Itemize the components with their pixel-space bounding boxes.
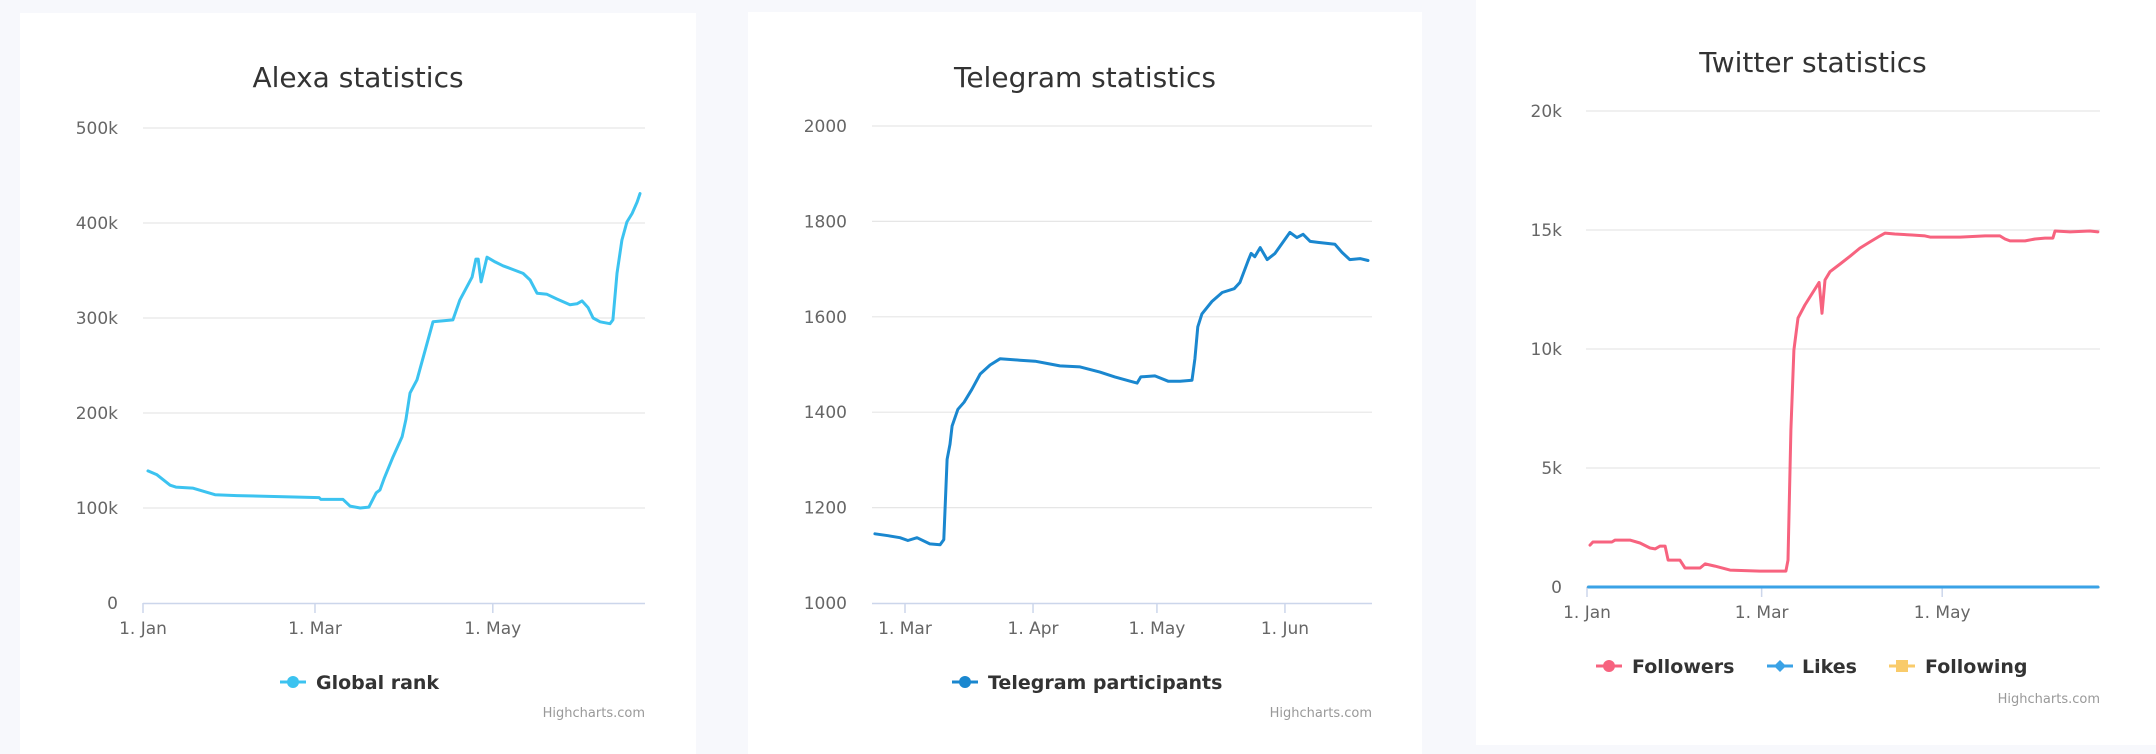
y-tick-label: 5k	[1541, 459, 1562, 479]
legend-item-telegram-participants[interactable]: Telegram participants	[988, 672, 1222, 694]
highcharts-credit[interactable]: Highcharts.com	[543, 706, 645, 721]
y-tick-label: 400k	[76, 214, 118, 234]
series-lines	[1587, 229, 2100, 589]
x-tick-label: 1. Apr	[1008, 619, 1059, 639]
chart-title: Twitter statistics	[1698, 46, 1927, 79]
y-tick-label: 500k	[76, 119, 118, 139]
legend-item-followers[interactable]: Followers	[1632, 656, 1734, 678]
legend[interactable]: Global rank	[280, 672, 439, 694]
legend-symbol-marker	[959, 676, 971, 688]
y-tick-label: 1200	[804, 499, 847, 519]
highcharts-credit[interactable]: Highcharts.com	[1270, 706, 1372, 721]
telegram-chart: Telegram statistics 1000 1200 1400 1600 1800…	[804, 61, 1372, 721]
series-line-telegram-participants[interactable]	[873, 230, 1370, 547]
series-lines	[873, 230, 1370, 547]
x-tick-label: 1. Jan	[1563, 603, 1611, 623]
y-tick-label: 1400	[804, 403, 847, 423]
y-axis-labels: 0 5k 10k 15k 20k	[1531, 102, 1563, 598]
y-tick-label: 1000	[804, 594, 847, 614]
legend-symbol-marker	[1774, 660, 1786, 672]
legend-symbol-marker	[287, 676, 299, 688]
y-tick-label: 1800	[804, 212, 847, 232]
series-line-global-rank[interactable]	[146, 192, 642, 510]
y-tick-label: 1600	[804, 308, 847, 328]
series-line-followers[interactable]	[1588, 229, 2100, 573]
x-tick-label: 1. Mar	[878, 619, 932, 639]
twitter-chart-panel	[1476, 0, 2156, 745]
x-tick-label: 1. Mar	[288, 619, 342, 639]
legend-item-following[interactable]: Following	[1925, 656, 2028, 678]
y-tick-label: 0	[107, 594, 118, 614]
y-tick-label: 2000	[804, 117, 847, 137]
x-axis: 1. Jan 1. Mar 1. May	[119, 602, 645, 639]
x-tick-label: 1. May	[464, 619, 521, 639]
x-tick-label: 1. May	[1129, 619, 1186, 639]
chart-title: Telegram statistics	[953, 61, 1216, 94]
legend-item-likes[interactable]: Likes	[1802, 656, 1857, 678]
legend-symbol-marker	[1896, 660, 1908, 672]
x-tick-label: 1. Mar	[1735, 603, 1789, 623]
telegram-chart-panel	[748, 12, 1422, 754]
x-tick-label: 1. May	[1914, 603, 1971, 623]
legend-symbol-marker	[1603, 660, 1615, 672]
legend[interactable]: Followers Likes Following	[1596, 656, 2028, 678]
alexa-chart: Alexa statistics 0 100k 200k 300k 400k 500k 1…	[76, 61, 645, 721]
y-tick-label: 10k	[1531, 340, 1563, 360]
y-grid	[1586, 110, 2100, 469]
twitter-chart: Twitter statistics 0 5k 10k 15k 20k 1. Jan 1.…	[1531, 46, 2100, 707]
y-axis-labels: 1000 1200 1400 1600 1800 2000	[804, 117, 847, 614]
series-lines	[146, 192, 642, 510]
y-tick-label: 20k	[1531, 102, 1563, 122]
y-grid	[143, 127, 645, 509]
y-tick-label: 15k	[1531, 221, 1563, 241]
chart-title: Alexa statistics	[252, 61, 463, 94]
legend[interactable]: Telegram participants	[952, 672, 1222, 694]
alexa-chart-panel	[20, 13, 696, 754]
x-axis: 1. Mar 1. Apr 1. May 1. Jun	[872, 602, 1372, 639]
highcharts-credit[interactable]: Highcharts.com	[1998, 692, 2100, 707]
y-tick-label: 100k	[76, 499, 118, 519]
y-tick-label: 200k	[76, 404, 118, 424]
x-tick-label: 1. Jun	[1261, 619, 1309, 639]
legend-item-global-rank[interactable]: Global rank	[316, 672, 439, 694]
y-axis-labels: 0 100k 200k 300k 400k 500k	[76, 119, 118, 614]
y-tick-label: 0	[1551, 578, 1562, 598]
y-tick-label: 300k	[76, 309, 118, 329]
x-tick-label: 1. Jan	[119, 619, 167, 639]
